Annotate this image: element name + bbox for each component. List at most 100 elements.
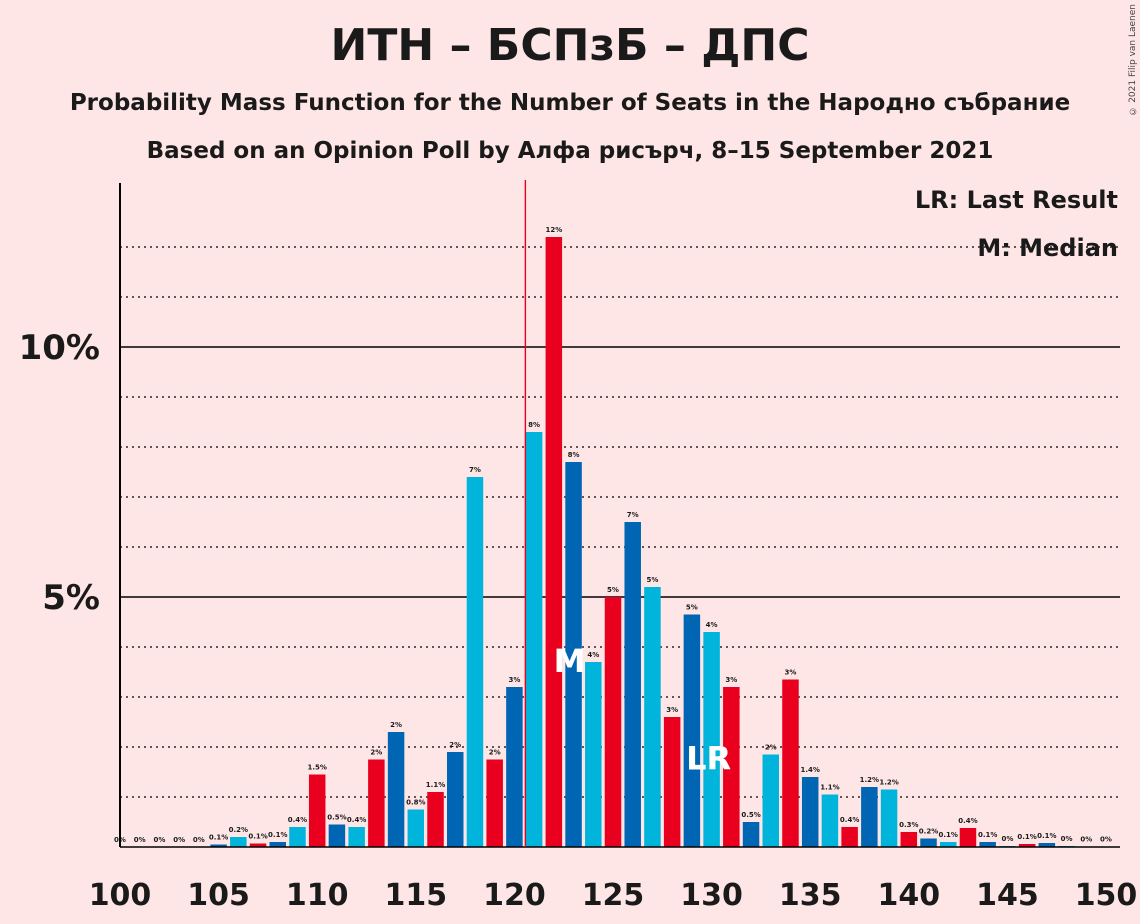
bar-value-label: 0.1% [209,834,228,842]
bar [742,822,760,847]
bar-value-label: 2% [449,741,461,749]
bar-value-label: 2% [765,744,777,752]
bar-value-label: 3% [725,676,737,684]
bar [604,597,622,847]
bar-value-label: 0% [134,836,146,844]
bar-value-label: 0% [153,836,165,844]
bar-value-label: 4% [587,651,599,659]
x-tick-label: 130 [680,878,743,913]
bar-value-label: 0.5% [741,811,760,819]
bar-value-label: 8% [568,451,580,459]
bar-value-label: 0.4% [347,816,366,824]
bar-value-label: 0% [1100,836,1112,844]
bar [821,794,839,847]
bar-value-label: 0% [1080,836,1092,844]
bars [210,237,1115,847]
bar [683,614,701,847]
bar [663,717,681,847]
bar [249,843,267,847]
x-tick-label: 100 [89,878,152,913]
bar-value-label: 0.1% [248,833,267,841]
bar [427,792,444,847]
bar [585,662,602,847]
bar [210,844,227,847]
bar-value-label: 12% [545,226,562,234]
x-tick-label: 105 [187,878,250,913]
bar-value-label: 0.1% [939,831,958,839]
bar-value-label: 5% [646,576,658,584]
legend-last-result: LR: Last Result [914,186,1118,214]
chart-subtitle: Probability Mass Function for the Number… [69,90,1071,116]
bar-value-label: 7% [469,466,481,474]
chart-title: ИТН – БСПзБ – ДПС [330,20,810,71]
bar [446,752,464,847]
bar [762,754,780,847]
bar [801,777,819,847]
y-tick-label: 5% [42,578,100,618]
chart-source: Based on an Opinion Poll by Алфа рисърч,… [146,138,994,164]
y-tick-label: 10% [19,328,100,368]
bar [1018,844,1036,847]
bar-labels: 0%0%0%0%0%0.1%0.2%0.1%0.1%0.4%1.5%0.5%0.… [114,226,1112,844]
bar-value-label: 0.4% [288,816,307,824]
markers: M LR [524,180,731,847]
bar [506,687,523,847]
bar [723,687,740,847]
bar [525,432,543,847]
bar-value-label: 0.2% [229,826,248,834]
bar-value-label: 1.4% [800,766,819,774]
bar-value-label: 3% [666,706,678,714]
x-tick-label: 120 [483,878,546,913]
bar-value-label: 0% [1061,835,1073,843]
bar-value-label: 8% [528,421,540,429]
bar [1038,843,1056,847]
last-result-marker: LR [686,740,731,778]
x-tick-label: 110 [286,878,349,913]
bar [486,759,503,847]
bar [565,462,582,847]
bar [841,827,858,847]
x-tick-label: 150 [1075,878,1138,913]
bar [900,832,918,847]
bar [782,679,799,847]
bar-value-label: 5% [607,586,619,594]
bar-value-label: 0.4% [840,816,859,824]
x-tick-label: 115 [384,878,447,913]
bar [644,587,661,847]
bar-value-label: 2% [390,721,402,729]
bar-value-label: 7% [627,511,639,519]
bar [368,759,385,847]
bar [959,828,977,847]
bar-value-label: 0.5% [327,814,346,822]
bar-value-label: 0.8% [406,799,425,807]
bar [703,632,720,847]
bar-value-label: 0.1% [1017,833,1036,841]
bar-value-label: 0% [193,836,205,844]
bar-value-label: 0% [173,836,185,844]
bar-value-label: 1.2% [860,776,879,784]
axes: 5% 10% 100 105 110 115 120 125 130 135 140 145 150 [19,183,1138,913]
bar-value-label: 0.1% [1037,832,1056,840]
x-tick-label: 135 [779,878,842,913]
bar-value-label: 2% [489,749,501,757]
bar-value-label: 4% [706,621,718,629]
median-marker: M [554,642,586,680]
bar [861,787,878,847]
bar [308,774,326,847]
bar [979,842,996,847]
bar-value-label: 1.2% [879,779,898,787]
bar [624,522,641,847]
bar-value-label: 1.1% [426,781,445,789]
bar [289,827,306,847]
bar-value-label: 0% [1001,835,1013,843]
bar-value-label: 2% [370,749,382,757]
bar-value-label: 0.3% [899,821,918,829]
bar-value-label: 0.1% [978,831,997,839]
bar-value-label: 3% [785,669,797,677]
x-tick-label: 125 [582,878,645,913]
x-tick-label: 140 [877,878,940,913]
bar-value-label: 0.4% [958,817,977,825]
bar [466,477,484,847]
bar [407,809,425,847]
